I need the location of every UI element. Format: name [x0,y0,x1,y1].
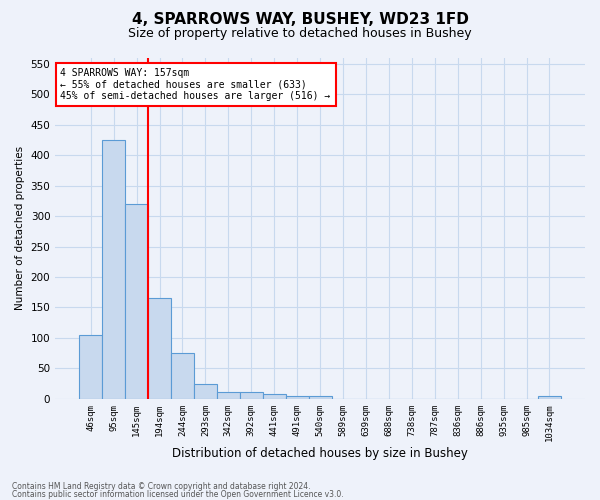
Bar [308,396,332,399]
X-axis label: Distribution of detached houses by size in Bushey: Distribution of detached houses by size … [172,447,468,460]
Bar [102,140,125,399]
Bar [194,384,217,399]
Bar [148,298,171,399]
Bar [125,204,148,399]
Text: Size of property relative to detached houses in Bushey: Size of property relative to detached ho… [128,28,472,40]
Text: 4, SPARROWS WAY, BUSHEY, WD23 1FD: 4, SPARROWS WAY, BUSHEY, WD23 1FD [131,12,469,28]
Text: 4 SPARROWS WAY: 157sqm
← 55% of detached houses are smaller (633)
45% of semi-de: 4 SPARROWS WAY: 157sqm ← 55% of detached… [61,68,331,101]
Text: Contains HM Land Registry data © Crown copyright and database right 2024.: Contains HM Land Registry data © Crown c… [12,482,311,491]
Bar [240,392,263,399]
Bar [538,396,561,399]
Bar [217,392,240,399]
Text: Contains public sector information licensed under the Open Government Licence v3: Contains public sector information licen… [12,490,344,499]
Bar [263,394,286,399]
Y-axis label: Number of detached properties: Number of detached properties [15,146,25,310]
Bar [286,396,308,399]
Bar [171,353,194,399]
Bar [79,335,102,399]
